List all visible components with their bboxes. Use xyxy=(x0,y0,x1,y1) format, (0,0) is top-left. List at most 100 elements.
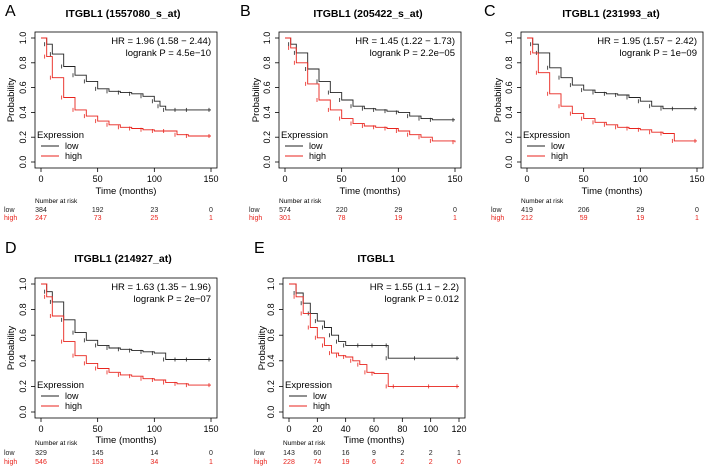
risk-value-low: 220 xyxy=(336,207,348,214)
y-tick-label: 0.0 xyxy=(18,156,28,169)
series-line-high xyxy=(285,37,456,143)
plot-title: ITGBL1 xyxy=(357,253,394,265)
x-tick-label: 0 xyxy=(38,174,43,184)
series-line-low xyxy=(527,37,697,110)
risk-row-label-high: high xyxy=(4,459,17,466)
plot-title: ITGBL1 (205422_s_at) xyxy=(313,8,422,20)
y-tick-label: 0.2 xyxy=(18,380,28,393)
y-tick-label: 0.0 xyxy=(262,156,272,169)
series-line-low xyxy=(285,37,455,121)
logrank-p-text: logrank P = 4.5e−10 xyxy=(126,48,211,59)
risk-row-label-high: high xyxy=(4,215,17,222)
y-tick-label: 1.0 xyxy=(18,278,28,291)
y-tick-label: 1.0 xyxy=(262,32,272,45)
risk-value-low: 329 xyxy=(35,450,47,457)
y-tick-label: 0.8 xyxy=(504,57,514,70)
risk-value-low: 16 xyxy=(342,450,350,457)
risk-value-low: 419 xyxy=(521,207,533,214)
x-tick-label: 0 xyxy=(286,424,291,434)
x-axis-title: Time (months) xyxy=(96,435,157,446)
plot-frame xyxy=(278,31,462,169)
logrank-p-text: logrank P = 1e−09 xyxy=(620,48,697,59)
risk-value-high: 74 xyxy=(313,459,321,466)
logrank-p-text: logrank P = 0.012 xyxy=(384,294,459,305)
x-tick-label: 100 xyxy=(633,174,648,184)
x-tick-label: 150 xyxy=(689,174,704,184)
x-tick-label: 50 xyxy=(337,174,347,184)
risk-value-high: 1 xyxy=(209,215,213,222)
x-tick-label: 100 xyxy=(391,174,406,184)
y-tick-label: 0.6 xyxy=(18,329,28,342)
hazard-ratio-text: HR = 1.96 (1.58 − 2.44) xyxy=(111,36,211,47)
plot-title: ITGBL1 (1557080_s_at) xyxy=(66,8,181,20)
x-tick-label: 150 xyxy=(203,424,218,434)
panel-letter: A xyxy=(5,3,16,20)
hazard-ratio-text: HR = 1.95 (1.57 − 2.42) xyxy=(597,36,697,47)
legend-label-low: low xyxy=(65,141,79,151)
x-tick-label: 150 xyxy=(203,174,218,184)
legend-title: Expression xyxy=(281,130,328,141)
series-line-high xyxy=(41,37,211,137)
y-tick-label: 0.6 xyxy=(18,81,28,94)
risk-value-low: 2 xyxy=(429,450,433,457)
legend-label-high: high xyxy=(309,151,326,161)
x-axis-title: Time (months) xyxy=(344,435,405,446)
risk-value-low: 23 xyxy=(150,207,158,214)
x-tick-label: 150 xyxy=(447,174,462,184)
y-tick-label: 0.2 xyxy=(18,131,28,144)
km-panel-d: D ITGBL1 (214927_at) 0.0 0.2 0.4 0.6 0.8 1.0 0 50… xyxy=(4,240,219,466)
y-tick-label: 0.4 xyxy=(18,106,28,119)
risk-value-high: 19 xyxy=(394,215,402,222)
legend-label-low: low xyxy=(65,391,79,401)
risk-value-high: 19 xyxy=(342,459,350,466)
y-tick-label: 0.0 xyxy=(18,406,28,419)
y-tick-label: 0.6 xyxy=(266,329,276,342)
plot-title: ITGBL1 (214927_at) xyxy=(74,253,171,265)
legend-title: Expression xyxy=(37,380,84,391)
legend-title: Expression xyxy=(285,380,332,391)
legend-label-high: high xyxy=(551,151,568,161)
hazard-ratio-text: HR = 1.45 (1.22 − 1.73) xyxy=(355,36,455,47)
panel-letter: B xyxy=(240,3,251,20)
risk-row-label-low: low xyxy=(4,207,15,214)
risk-value-low: 1 xyxy=(457,450,461,457)
series-line-high xyxy=(527,37,697,142)
risk-value-low: 192 xyxy=(92,207,104,214)
hazard-ratio-text: HR = 1.63 (1.35 − 1.96) xyxy=(111,282,211,293)
series-line-low xyxy=(41,283,211,360)
y-axis-title: Probability xyxy=(6,78,17,123)
risk-value-low: 2 xyxy=(400,450,404,457)
risk-row-label-high: high xyxy=(249,215,262,222)
risk-value-high: 247 xyxy=(35,215,47,222)
risk-table-header: Number at risk xyxy=(279,198,322,205)
risk-value-low: 14 xyxy=(150,450,158,457)
km-panel-a: A ITGBL1 (1557080_s_at) 0.0 0.2 0.4 0.6 0.8 1.0… xyxy=(4,3,219,222)
y-tick-label: 0.0 xyxy=(266,406,276,419)
y-axis-title: Probability xyxy=(493,78,504,123)
y-tick-label: 1.0 xyxy=(18,32,28,45)
risk-value-high: 1 xyxy=(695,215,699,222)
risk-value-high: 1 xyxy=(453,215,457,222)
y-tick-label: 0.8 xyxy=(266,303,276,316)
series-line-high xyxy=(41,283,211,386)
y-tick-label: 0.2 xyxy=(266,380,276,393)
x-tick-label: 20 xyxy=(312,424,322,434)
legend-label-high: high xyxy=(65,151,82,161)
risk-table-header: Number at risk xyxy=(35,440,78,447)
x-axis-title: Time (months) xyxy=(582,186,643,197)
series-line-high xyxy=(289,283,459,387)
risk-table-header: Number at risk xyxy=(283,440,326,447)
y-tick-label: 0.4 xyxy=(504,106,514,119)
x-tick-label: 60 xyxy=(369,424,379,434)
y-axis-title: Probability xyxy=(257,326,268,371)
series-line-low xyxy=(41,37,211,111)
logrank-p-text: logrank P = 2.2e−05 xyxy=(370,48,455,59)
legend-label-high: high xyxy=(313,401,330,411)
x-tick-label: 0 xyxy=(38,424,43,434)
risk-value-low: 0 xyxy=(453,207,457,214)
y-axis-title: Probability xyxy=(6,326,17,371)
risk-value-high: 153 xyxy=(92,459,104,466)
y-axis-title: Probability xyxy=(251,78,262,123)
